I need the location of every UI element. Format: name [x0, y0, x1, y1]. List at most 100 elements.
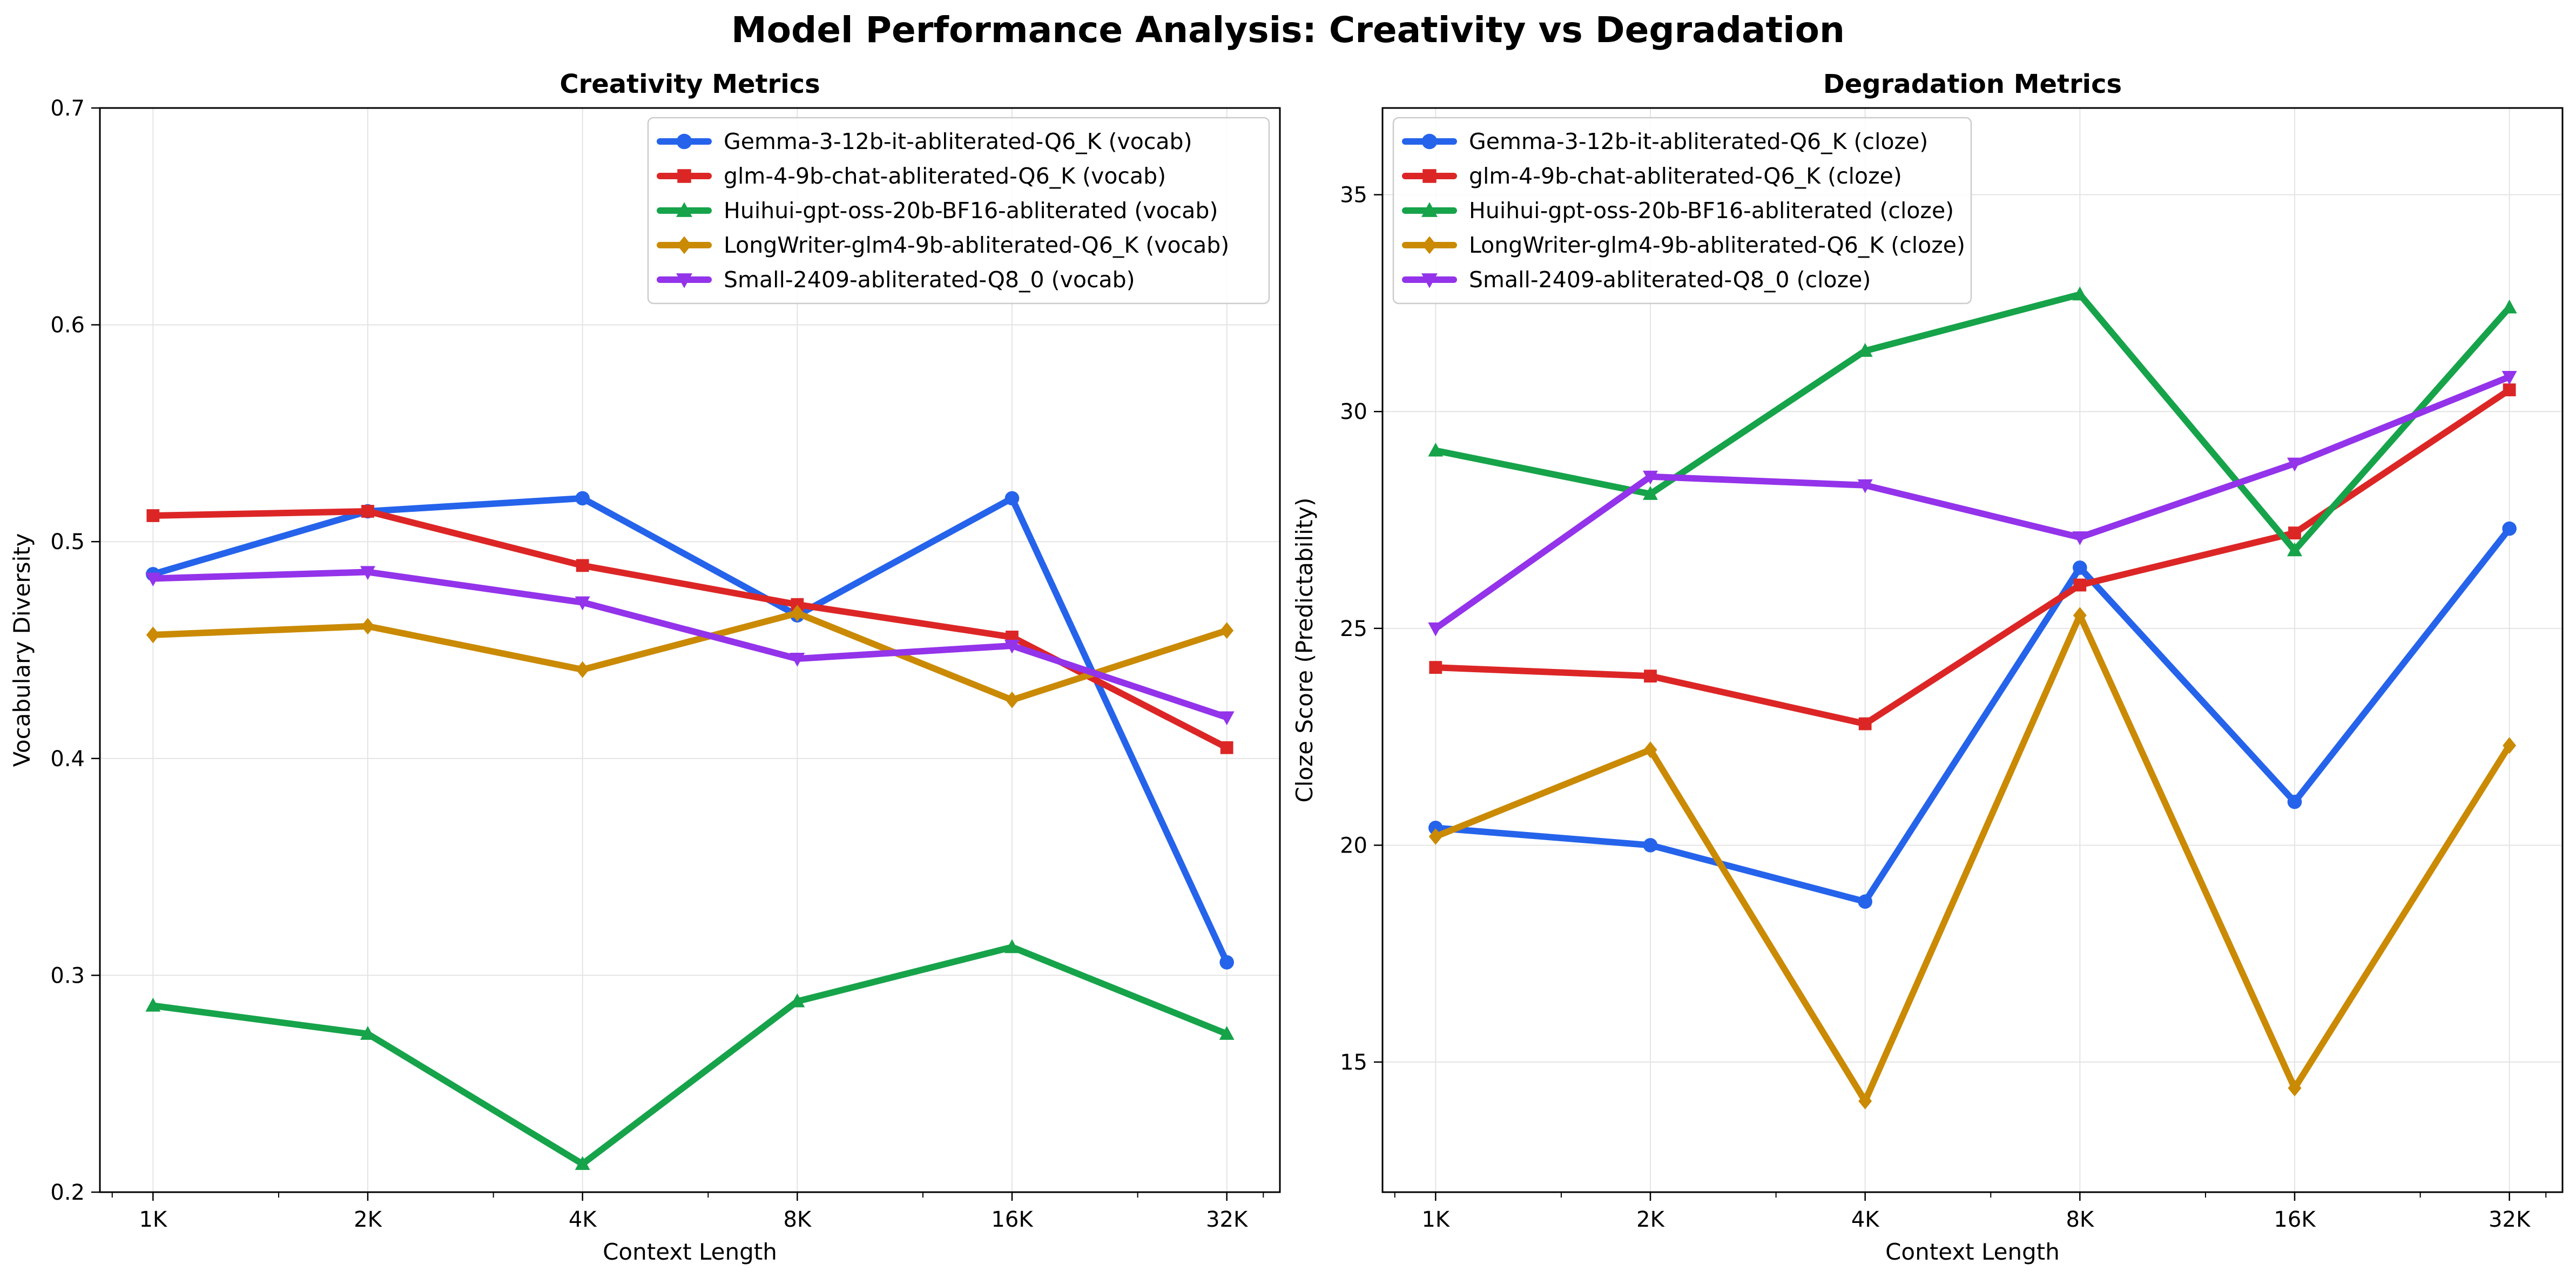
- data-point-longwriter-glm4-9b-abliterated-q6-k-vocab-4k: [576, 661, 590, 678]
- data-point-huihui-gpt-oss-20b-bf16-abliterated-cloze-1k: [1428, 442, 1444, 457]
- data-point-gemma-3-12b-it-abliterated-q6-k-cloze-4k: [1858, 894, 1872, 909]
- x-tick-label-2k: 2K: [1636, 1207, 1665, 1232]
- x-tick-label-16k: 16K: [991, 1207, 1034, 1232]
- series-line-huihui-gpt-oss-20b-bf16-abliterated-cloze: [1432, 291, 2513, 554]
- y-axis-label: Vocabulary Diversity: [9, 533, 35, 767]
- figure-title: Model Performance Analysis: Creativity v…: [731, 9, 1845, 51]
- legend-label-small-2409-abliterated-q8-0-vocab: Small-2409-abliterated-Q8_0 (vocab): [724, 267, 1135, 293]
- data-point-small-2409-abliterated-q8-0-vocab-16k: [1004, 639, 1020, 654]
- series-line-longwriter-glm4-9b-abliterated-q6-k-cloze: [1432, 612, 2513, 1105]
- subplot-title: Creativity Metrics: [559, 69, 820, 99]
- subplot-title: Degradation Metrics: [1823, 69, 2122, 99]
- y-axis-ticks: 15 20 25 30 35: [1340, 183, 1383, 1075]
- data-point-gemma-3-12b-it-abliterated-q6-k-vocab-4k: [575, 491, 590, 506]
- legend-label-glm-4-9b-chat-abliterated-q6-k-cloze: glm-4-9b-chat-abliterated-Q6_K (cloze): [1469, 163, 1902, 189]
- data-point-longwriter-glm4-9b-abliterated-q6-k-cloze-32k: [2503, 737, 2517, 754]
- legend: Gemma-3-12b-it-abliterated-Q6_K (cloze) g…: [1392, 117, 1972, 305]
- x-axis-label: Context Length: [1885, 1239, 2060, 1265]
- legend-label-longwriter-glm4-9b-abliterated-q6-k-cloze: LongWriter-glm4-9b-abliterated-Q6_K (clo…: [1469, 232, 1965, 258]
- data-point-small-2409-abliterated-q8-0-cloze-32k: [2501, 370, 2517, 385]
- y-tick-label-15: 15: [1340, 1050, 1367, 1075]
- y-axis-label: Cloze Score (Predictability): [1291, 497, 1318, 802]
- data-point-longwriter-glm4-9b-abliterated-q6-k-cloze-1k: [1428, 828, 1442, 845]
- data-point-longwriter-glm4-9b-abliterated-q6-k-vocab-32k: [1220, 622, 1234, 639]
- x-tick-label-4k: 4K: [569, 1207, 597, 1232]
- x-tick-label-32k: 32K: [1206, 1207, 1249, 1232]
- data-point-longwriter-glm4-9b-abliterated-q6-k-vocab-1k: [146, 626, 160, 644]
- series-line-gemma-3-12b-it-abliterated-q6-k-vocab: [150, 495, 1230, 966]
- y-tick-label-0-6: 0.6: [50, 313, 85, 338]
- data-point-huihui-gpt-oss-20b-bf16-abliterated-cloze-32k: [2501, 299, 2517, 314]
- legend-label-glm-4-9b-chat-abliterated-q6-k-vocab: glm-4-9b-chat-abliterated-Q6_K (vocab): [724, 163, 1166, 189]
- plot-frame: [1381, 107, 2564, 1193]
- minor-ticks: [111, 1192, 1264, 1198]
- data-point-small-2409-abliterated-q8-0-cloze-1k: [1428, 622, 1444, 637]
- y-tick-label-0-2: 0.2: [50, 1180, 85, 1205]
- legend-marker-longwriter-glm4-9b-abliterated-q6-k-vocab: [677, 236, 692, 254]
- data-point-huihui-gpt-oss-20b-bf16-abliterated-cloze-8k: [2072, 286, 2088, 301]
- y-tick-label-35: 35: [1340, 183, 1367, 208]
- legend: Gemma-3-12b-it-abliterated-Q6_K (vocab) g…: [647, 117, 1270, 305]
- x-axis-ticks: 1K 2K 4K 8K 16K 32K: [139, 1192, 1249, 1232]
- series-group: [1428, 286, 2517, 1110]
- data-point-longwriter-glm4-9b-abliterated-q6-k-cloze-8k: [2073, 607, 2087, 624]
- y-tick-label-25: 25: [1340, 617, 1367, 641]
- legend-box: [647, 117, 1270, 305]
- legend-marker-gemma-3-12b-it-abliterated-q6-k-vocab: [676, 133, 692, 150]
- data-point-small-2409-abliterated-q8-0-vocab-2k: [360, 566, 375, 580]
- data-point-small-2409-abliterated-q8-0-vocab-1k: [145, 572, 161, 587]
- data-point-small-2409-abliterated-q8-0-vocab-4k: [575, 596, 590, 611]
- x-axis-ticks: 1K 2K 4K 8K 16K 32K: [1421, 1192, 2531, 1232]
- data-point-small-2409-abliterated-q8-0-vocab-8k: [790, 653, 805, 667]
- data-point-small-2409-abliterated-q8-0-cloze-8k: [2072, 531, 2088, 545]
- data-point-glm-4-9b-chat-abliterated-q6-k-vocab-4k: [576, 559, 589, 572]
- data-point-small-2409-abliterated-q8-0-cloze-16k: [2287, 457, 2302, 472]
- data-point-gemma-3-12b-it-abliterated-q6-k-cloze-32k: [2502, 521, 2517, 536]
- data-point-glm-4-9b-chat-abliterated-q6-k-cloze-16k: [2288, 526, 2301, 540]
- data-point-small-2409-abliterated-q8-0-cloze-4k: [1857, 479, 1873, 493]
- legend-marker-glm-4-9b-chat-abliterated-q6-k-vocab: [677, 169, 691, 183]
- y-tick-label-30: 30: [1340, 400, 1367, 424]
- data-point-longwriter-glm4-9b-abliterated-q6-k-vocab-16k: [1005, 691, 1019, 708]
- legend-label-huihui-gpt-oss-20b-bf16-abliterated-vocab: Huihui-gpt-oss-20b-BF16-abliterated (voc…: [724, 198, 1218, 224]
- plot-frame: [99, 107, 1281, 1193]
- data-point-glm-4-9b-chat-abliterated-q6-k-vocab-1k: [146, 509, 160, 522]
- y-tick-label-0-3: 0.3: [50, 963, 85, 988]
- data-point-huihui-gpt-oss-20b-bf16-abliterated-vocab-8k: [790, 993, 805, 1007]
- legend-marker-huihui-gpt-oss-20b-bf16-abliterated-vocab: [676, 202, 692, 217]
- data-point-huihui-gpt-oss-20b-bf16-abliterated-vocab-32k: [1219, 1026, 1235, 1040]
- series-line-gemma-3-12b-it-abliterated-q6-k-cloze: [1432, 525, 2513, 905]
- legend-label-longwriter-glm4-9b-abliterated-q6-k-vocab: LongWriter-glm4-9b-abliterated-Q6_K (voc…: [724, 232, 1229, 258]
- x-tick-label-2k: 2K: [354, 1207, 382, 1232]
- y-tick-label-0-7: 0.7: [50, 96, 85, 121]
- data-point-huihui-gpt-oss-20b-bf16-abliterated-vocab-1k: [145, 997, 161, 1012]
- data-point-glm-4-9b-chat-abliterated-q6-k-cloze-2k: [1644, 670, 1657, 683]
- series-group: [145, 491, 1235, 1170]
- series-line-small-2409-abliterated-q8-0-vocab: [150, 569, 1230, 721]
- legend-label-small-2409-abliterated-q8-0-cloze: Small-2409-abliterated-Q8_0 (cloze): [1469, 267, 1871, 293]
- data-point-huihui-gpt-oss-20b-bf16-abliterated-vocab-2k: [360, 1026, 375, 1040]
- x-axis-label: Context Length: [603, 1239, 777, 1265]
- x-tick-label-32k: 32K: [2489, 1207, 2531, 1232]
- legend-marker-longwriter-glm4-9b-abliterated-q6-k-cloze: [1422, 236, 1437, 254]
- data-point-longwriter-glm4-9b-abliterated-q6-k-vocab-2k: [361, 618, 375, 635]
- x-tick-label-1k: 1K: [1421, 1207, 1450, 1232]
- data-point-huihui-gpt-oss-20b-bf16-abliterated-cloze-2k: [1643, 486, 1658, 500]
- data-point-glm-4-9b-chat-abliterated-q6-k-cloze-32k: [2503, 383, 2516, 396]
- data-point-glm-4-9b-chat-abliterated-q6-k-vocab-32k: [1220, 741, 1233, 754]
- data-point-huihui-gpt-oss-20b-bf16-abliterated-vocab-4k: [575, 1156, 590, 1170]
- data-point-longwriter-glm4-9b-abliterated-q6-k-cloze-4k: [1858, 1092, 1872, 1110]
- data-point-glm-4-9b-chat-abliterated-q6-k-cloze-8k: [2073, 578, 2087, 592]
- legend-marker-small-2409-abliterated-q8-0-vocab: [676, 273, 692, 288]
- data-point-small-2409-abliterated-q8-0-cloze-2k: [1643, 470, 1658, 485]
- data-point-longwriter-glm4-9b-abliterated-q6-k-cloze-16k: [2288, 1079, 2302, 1097]
- degradation-metrics-panel: 1K 2K 4K 8K 16K 32K 15 20 25 30 35 Degradation Metr…: [1291, 69, 2564, 1265]
- x-tick-label-4k: 4K: [1851, 1207, 1880, 1232]
- legend-marker-glm-4-9b-chat-abliterated-q6-k-cloze: [1422, 169, 1437, 183]
- x-tick-label-8k: 8K: [2066, 1207, 2094, 1232]
- series-line-huihui-gpt-oss-20b-bf16-abliterated-vocab: [150, 944, 1230, 1167]
- legend-marker-small-2409-abliterated-q8-0-cloze: [1421, 273, 1438, 288]
- data-point-gemma-3-12b-it-abliterated-q6-k-cloze-1k: [1428, 821, 1443, 835]
- data-point-glm-4-9b-chat-abliterated-q6-k-cloze-1k: [1429, 661, 1442, 674]
- data-point-huihui-gpt-oss-20b-bf16-abliterated-cloze-16k: [2287, 542, 2302, 557]
